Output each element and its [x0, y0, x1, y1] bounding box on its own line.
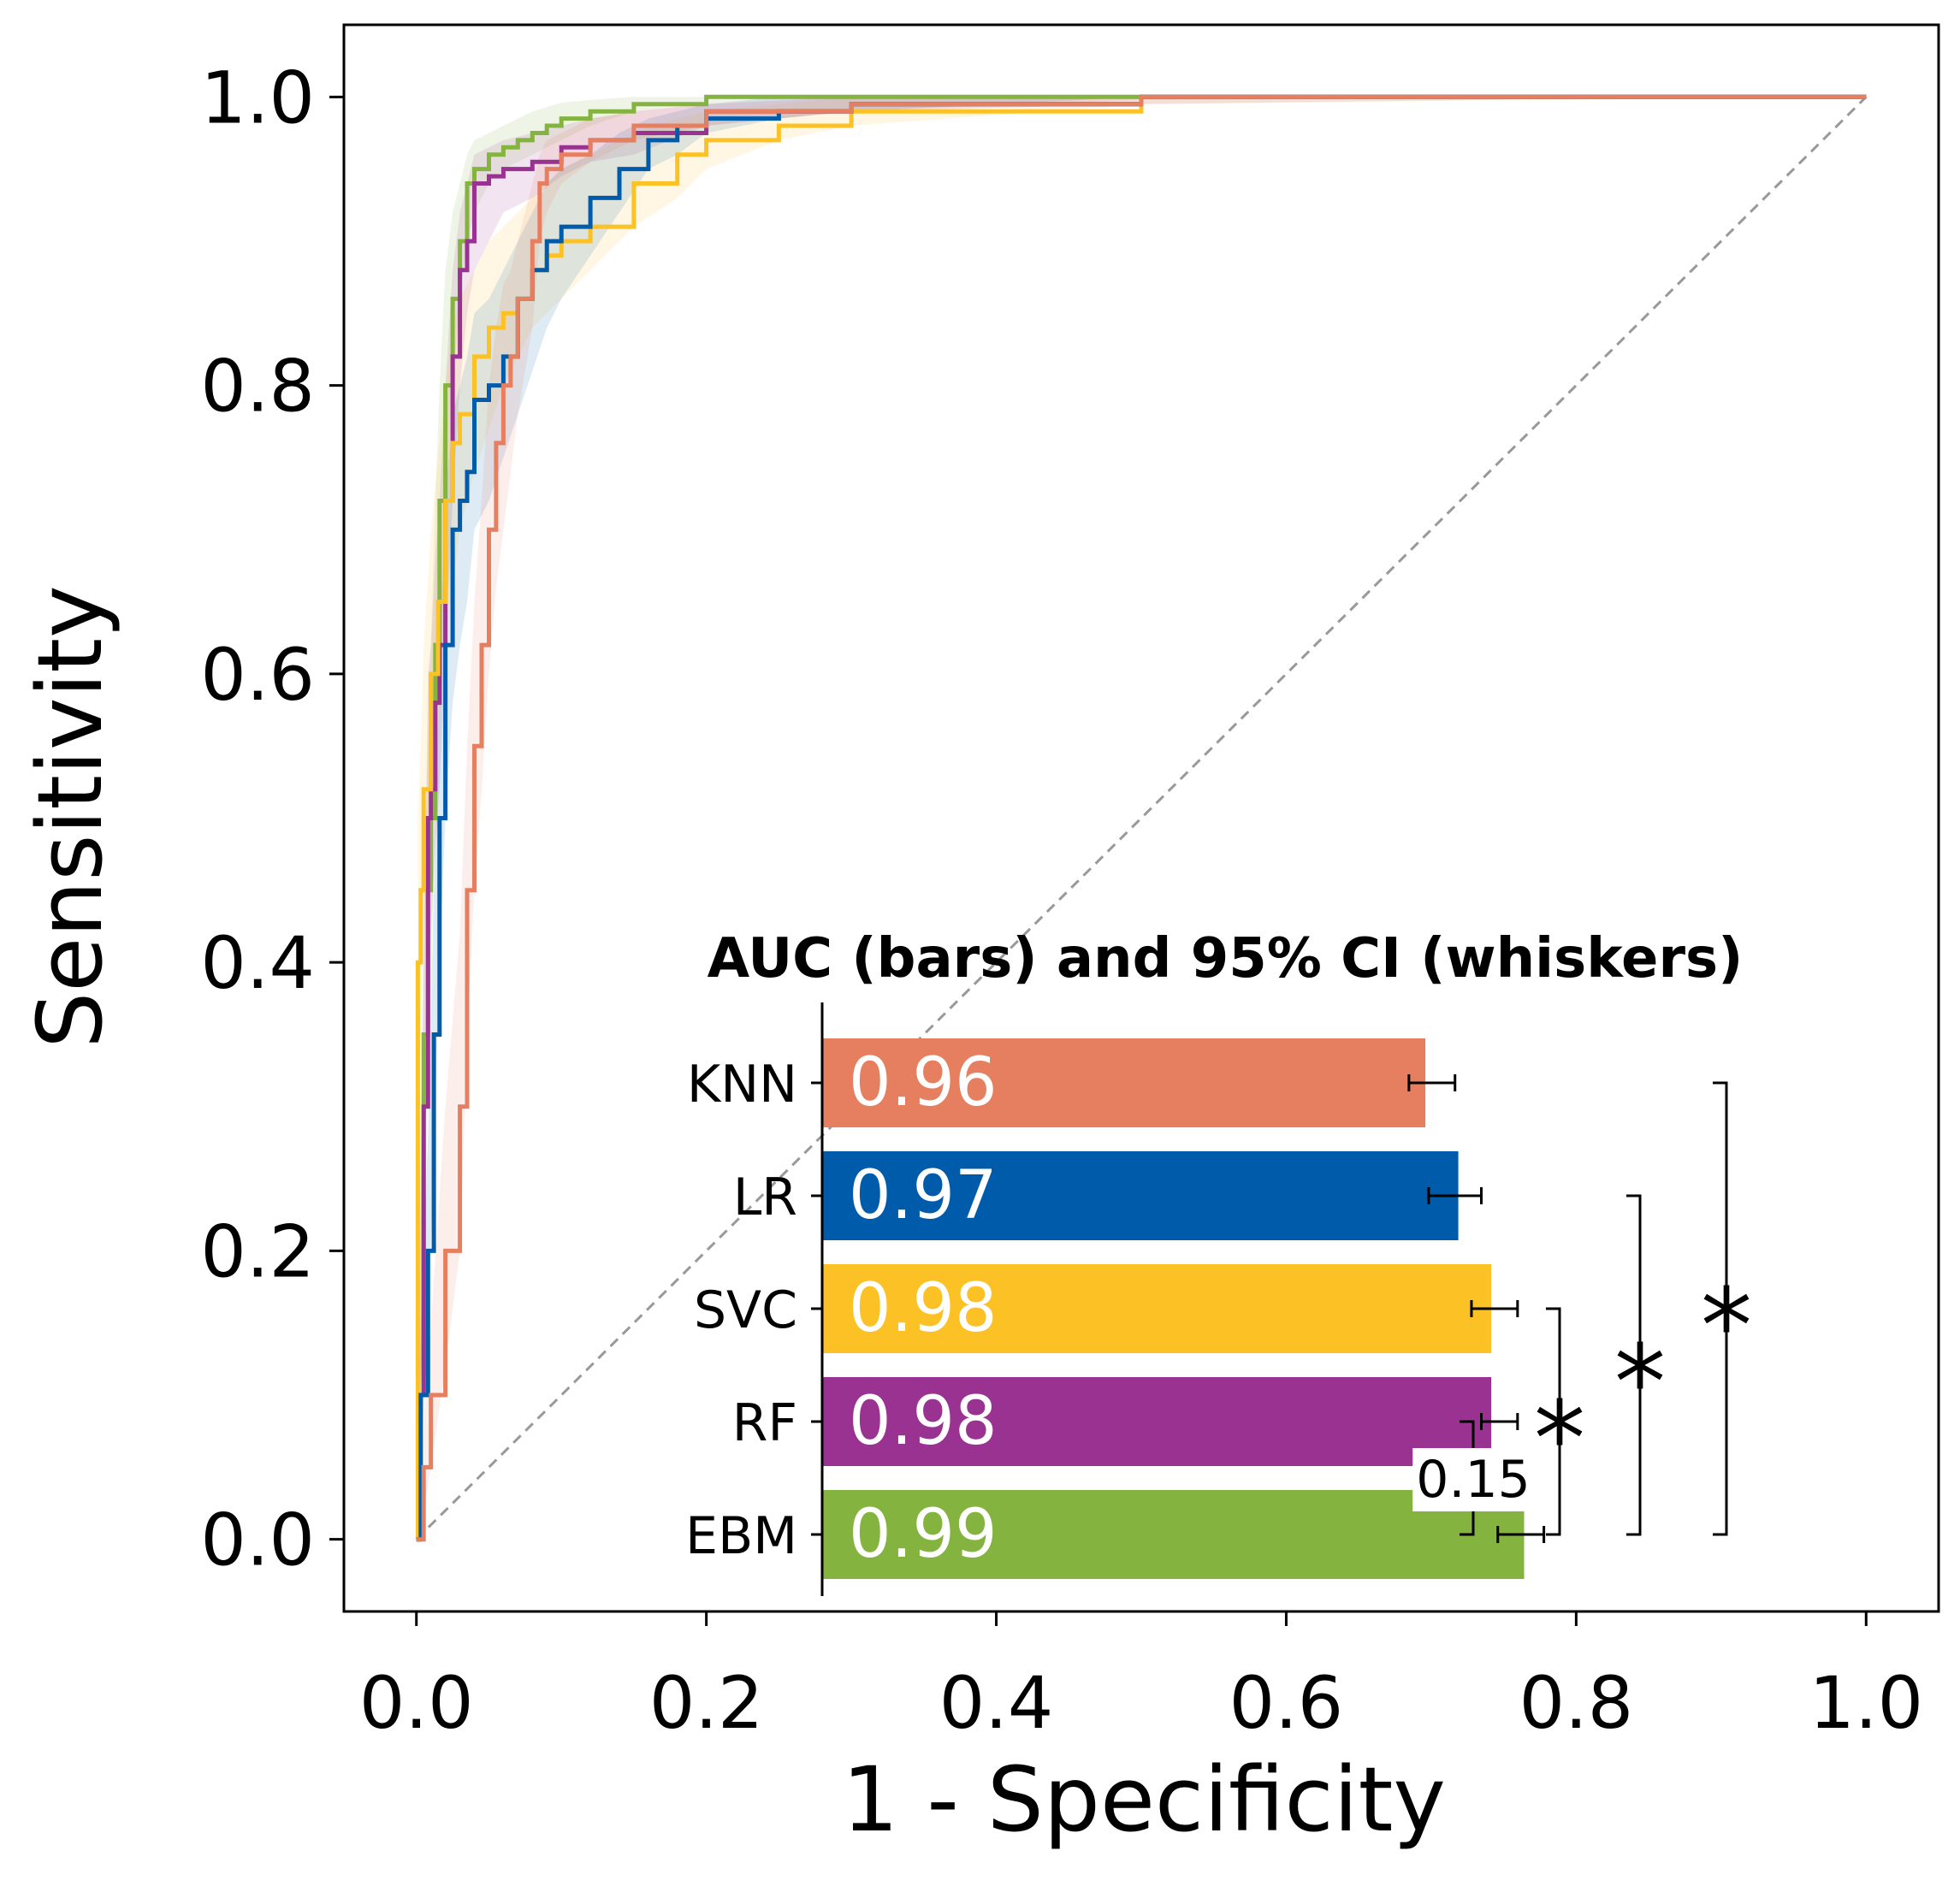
sig-bracket-ebm-lr: * — [1614, 1194, 1666, 1536]
inset-title: AUC (bars) and 95% CI (whiskers) — [708, 927, 1744, 990]
roc-curve-rf — [416, 94, 1867, 1542]
inset-category-label-svc: SVC — [694, 1280, 797, 1340]
x-axis-label: 1 - Specificity — [842, 1747, 1446, 1852]
roc-curves — [415, 94, 1867, 1542]
inset-category-label-knn: KNN — [687, 1055, 797, 1115]
auc-value-label-lr: 0.97 — [849, 1157, 998, 1234]
inset-significance-brackets: 0.15 * * * — [1412, 1081, 1752, 1536]
auc-value-label-knn: 0.96 — [849, 1044, 998, 1121]
sig-bracket-ebm-knn: * — [1701, 1081, 1752, 1536]
inset-category-label-ebm: EBM — [685, 1506, 797, 1566]
sig-label: * — [1701, 1268, 1752, 1387]
auc-inset: AUC (bars) and 95% CI (whiskers) 0.96 KNN… — [685, 927, 1752, 1596]
ci-whisker-ebm — [1496, 1526, 1546, 1543]
inset-category-label-rf: RF — [732, 1393, 797, 1453]
x-tick-label: 0.8 — [1519, 1661, 1634, 1745]
y-tick-label: 1.0 — [200, 56, 315, 139]
x-tick-label: 0.2 — [649, 1661, 764, 1745]
sig-label: * — [1534, 1381, 1585, 1499]
auc-value-label-ebm: 0.99 — [849, 1496, 998, 1573]
ci-whisker-lr — [1427, 1187, 1483, 1204]
y-tick-label: 0.4 — [200, 921, 315, 1005]
y-tick-label: 0.2 — [200, 1209, 315, 1293]
y-tick-label: 0.6 — [200, 633, 315, 717]
roc-plot-frame — [342, 23, 1940, 1613]
x-tick-label: 0.4 — [939, 1661, 1054, 1745]
sig-label: 0.15 — [1416, 1450, 1531, 1510]
sig-bracket-ebm-rf: 0.15 — [1412, 1420, 1534, 1536]
ci-whisker-svc — [1470, 1300, 1519, 1317]
x-tick-label: 0.6 — [1229, 1661, 1344, 1745]
roc-curve-knn — [416, 94, 1867, 1542]
auc-bar-rf — [823, 1377, 1492, 1466]
sig-bracket-ebm-svc: * — [1534, 1307, 1585, 1536]
sig-label: * — [1614, 1324, 1666, 1443]
roc-curve-svc — [415, 94, 1867, 1542]
y-tick-label: 0.8 — [200, 345, 315, 429]
auc-value-label-rf: 0.98 — [849, 1383, 998, 1460]
y-axis-label: Sensitivity — [18, 585, 122, 1048]
auc-bar-knn — [823, 1038, 1426, 1127]
y-tick-label: 0.0 — [200, 1499, 315, 1582]
x-tick-label: 0.0 — [359, 1661, 474, 1745]
x-tick-label: 1.0 — [1809, 1661, 1923, 1745]
roc-curve-ebm — [416, 94, 1867, 1542]
y-axis: 0.0 0.2 0.4 0.6 0.8 1.0 — [200, 56, 344, 1582]
ci-whisker-rf — [1480, 1413, 1519, 1430]
auc-bar-lr — [823, 1151, 1459, 1240]
auc-bar-svc — [823, 1264, 1492, 1353]
inset-bars: 0.96 KNN 0.97 LR 0.98 SVC 0.98 RF 0.99 EBM — [685, 1038, 1546, 1579]
inset-category-label-lr: LR — [733, 1168, 797, 1227]
ci-whisker-knn — [1407, 1074, 1457, 1091]
auc-bar-ebm — [823, 1490, 1525, 1579]
x-axis: 0.0 0.2 0.4 0.6 0.8 1.0 — [359, 1611, 1923, 1745]
auc-value-label-svc: 0.98 — [849, 1270, 998, 1347]
